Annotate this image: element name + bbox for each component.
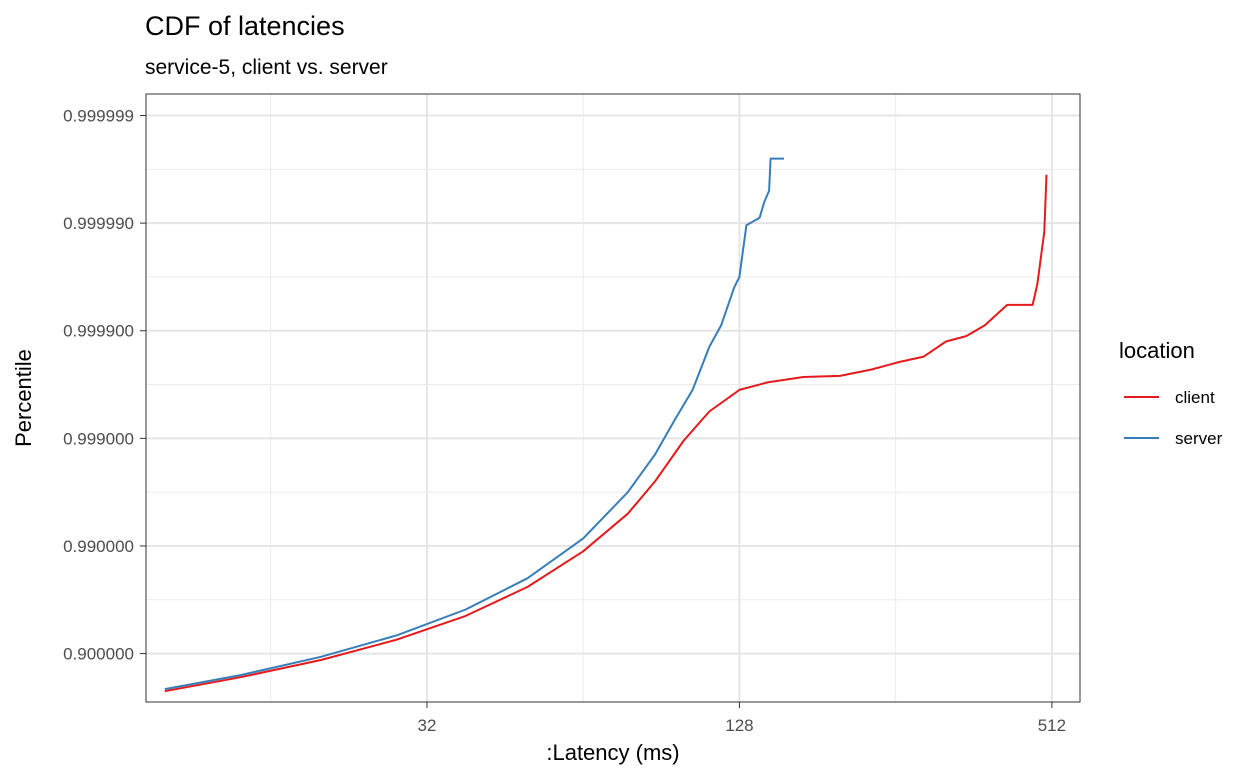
plot-border	[145, 93, 1081, 703]
legend-label-server: server	[1175, 429, 1223, 448]
plot-panel	[146, 94, 1080, 702]
series-lines	[164, 157, 1048, 693]
y-tick-label: 0.999000	[63, 429, 134, 448]
grid-lines	[146, 94, 1080, 702]
chart-subtitle: service-5, client vs. server	[145, 56, 388, 79]
y-tick-label: 0.999900	[63, 322, 134, 341]
y-axis-title: Percentile	[11, 349, 36, 447]
x-tick-label: 32	[418, 716, 437, 735]
legend: location client server	[1119, 338, 1223, 448]
y-axis: 0.900000 0.990000 0.999000 0.999900 0.999990…	[63, 107, 146, 664]
y-tick-label: 0.999990	[63, 214, 134, 233]
x-axis: 32 128 512	[418, 702, 1066, 735]
legend-title: location	[1119, 338, 1195, 363]
y-tick-label: 0.900000	[63, 645, 134, 664]
chart-title: CDF of latencies	[145, 11, 345, 41]
series-line-server	[164, 157, 784, 691]
x-tick-label: 512	[1038, 716, 1066, 735]
y-tick-label: 0.999999	[63, 107, 134, 126]
y-tick-label: 0.990000	[63, 537, 134, 556]
series-line-client	[164, 174, 1048, 693]
x-tick-label: 128	[725, 716, 753, 735]
legend-label-client: client	[1175, 388, 1215, 407]
x-axis-title: :Latency (ms)	[546, 740, 679, 765]
